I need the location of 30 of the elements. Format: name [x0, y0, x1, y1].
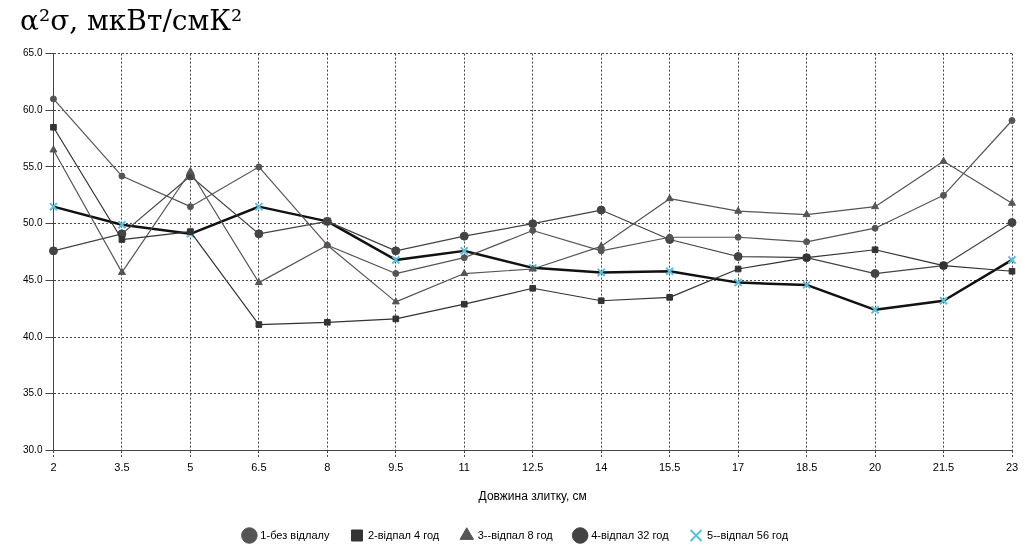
x-tick-label: 17 [732, 461, 745, 474]
x-tick-label: 6.5 [251, 461, 267, 474]
x-tick-label: 2 [50, 461, 57, 474]
x-tick-label: 3.5 [114, 461, 130, 474]
x-tick-label: 12.5 [522, 461, 544, 474]
x-tick-label: 18.5 [795, 461, 818, 474]
y-tick-label: 40.0 [22, 330, 43, 342]
y-tick-label: 45.0 [22, 274, 43, 286]
legend-label: 1-без відлалу [260, 528, 330, 541]
y-tick-label: 60.0 [22, 104, 43, 116]
x-tick-label: 23 [1005, 461, 1019, 474]
x-tick-label: 5 [187, 461, 194, 474]
legend-label: 2-відпал 4 год [367, 528, 440, 541]
x-tick-label: 20 [868, 461, 882, 474]
legend-label: 3--відпал 8 год [477, 528, 554, 541]
legend-label: 4-відпал 32 год [591, 528, 670, 541]
x-tick-label: 14 [595, 461, 608, 474]
x-axis-title: Довжина злитку, см [478, 489, 587, 504]
x-tick-label: 11 [458, 461, 470, 474]
x-tick-label: 8 [324, 461, 331, 474]
chart-title: α²σ, мкВт/смК² [20, 4, 243, 38]
x-tick-label: 15.5 [658, 461, 681, 474]
y-tick-label: 35.0 [22, 387, 43, 399]
x-tick-label: 9.5 [388, 461, 404, 474]
y-tick-label: 65.0 [22, 47, 43, 59]
y-tick-label: 50.0 [22, 217, 43, 229]
y-tick-label: 55.0 [22, 160, 43, 172]
y-tick-label: 30.0 [22, 444, 43, 456]
x-tick-label: 21.5 [932, 461, 955, 474]
legend-label: 5--відпал 56 год [707, 528, 789, 541]
